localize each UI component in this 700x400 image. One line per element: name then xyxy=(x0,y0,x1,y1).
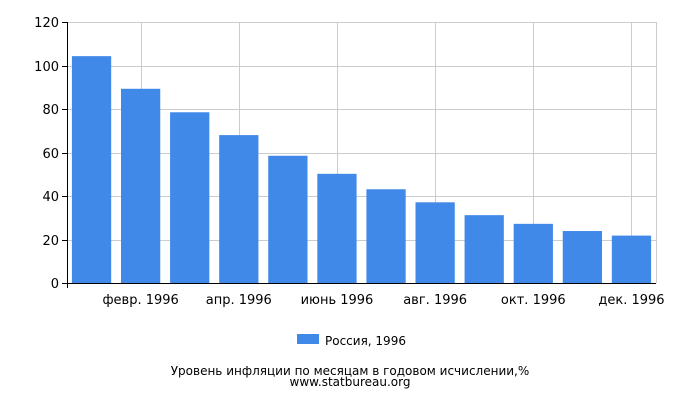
bar-4 xyxy=(219,135,259,283)
legend-swatch xyxy=(297,334,319,344)
x-tick-label: февр. 1996 xyxy=(102,293,178,308)
chart-title: Уровень инфляции по месяцам в годовом ис… xyxy=(170,364,530,378)
x-tick-label: апр. 1996 xyxy=(206,293,272,308)
bar-10 xyxy=(513,223,553,283)
y-tick-label: 20 xyxy=(42,234,59,249)
legend: Россия, 1996 xyxy=(297,334,406,348)
x-tick-label: дек. 1996 xyxy=(598,293,664,308)
bars xyxy=(71,56,652,284)
grid xyxy=(67,22,657,283)
y-tick-label: 80 xyxy=(42,103,59,118)
y-tick-label: 0 xyxy=(51,277,59,292)
chart-source-link[interactable]: www.statbureau.org xyxy=(289,375,411,389)
x-tick-label: июнь 1996 xyxy=(301,293,374,308)
y-tick-label: 40 xyxy=(42,190,59,205)
x-tick-label: окт. 1996 xyxy=(501,293,566,308)
axes: 0 20 40 60 80 100 120 февр. 1996 апр. 1996 июнь 1… xyxy=(34,16,664,308)
bar-11 xyxy=(562,231,603,283)
bar-7 xyxy=(366,189,406,283)
y-tick-label: 60 xyxy=(42,147,59,162)
bar-8 xyxy=(415,202,455,283)
bar-3 xyxy=(170,112,210,283)
bar-1 xyxy=(71,56,112,284)
bar-9 xyxy=(464,215,504,283)
y-tick-label: 120 xyxy=(34,16,59,31)
bar-6 xyxy=(317,173,357,283)
bar-2 xyxy=(120,88,161,284)
x-tick-label: авг. 1996 xyxy=(403,293,467,308)
bar-5 xyxy=(268,155,308,283)
y-tick-label: 100 xyxy=(34,60,59,75)
bar-12 xyxy=(611,235,652,283)
legend-label: Россия, 1996 xyxy=(325,334,406,348)
